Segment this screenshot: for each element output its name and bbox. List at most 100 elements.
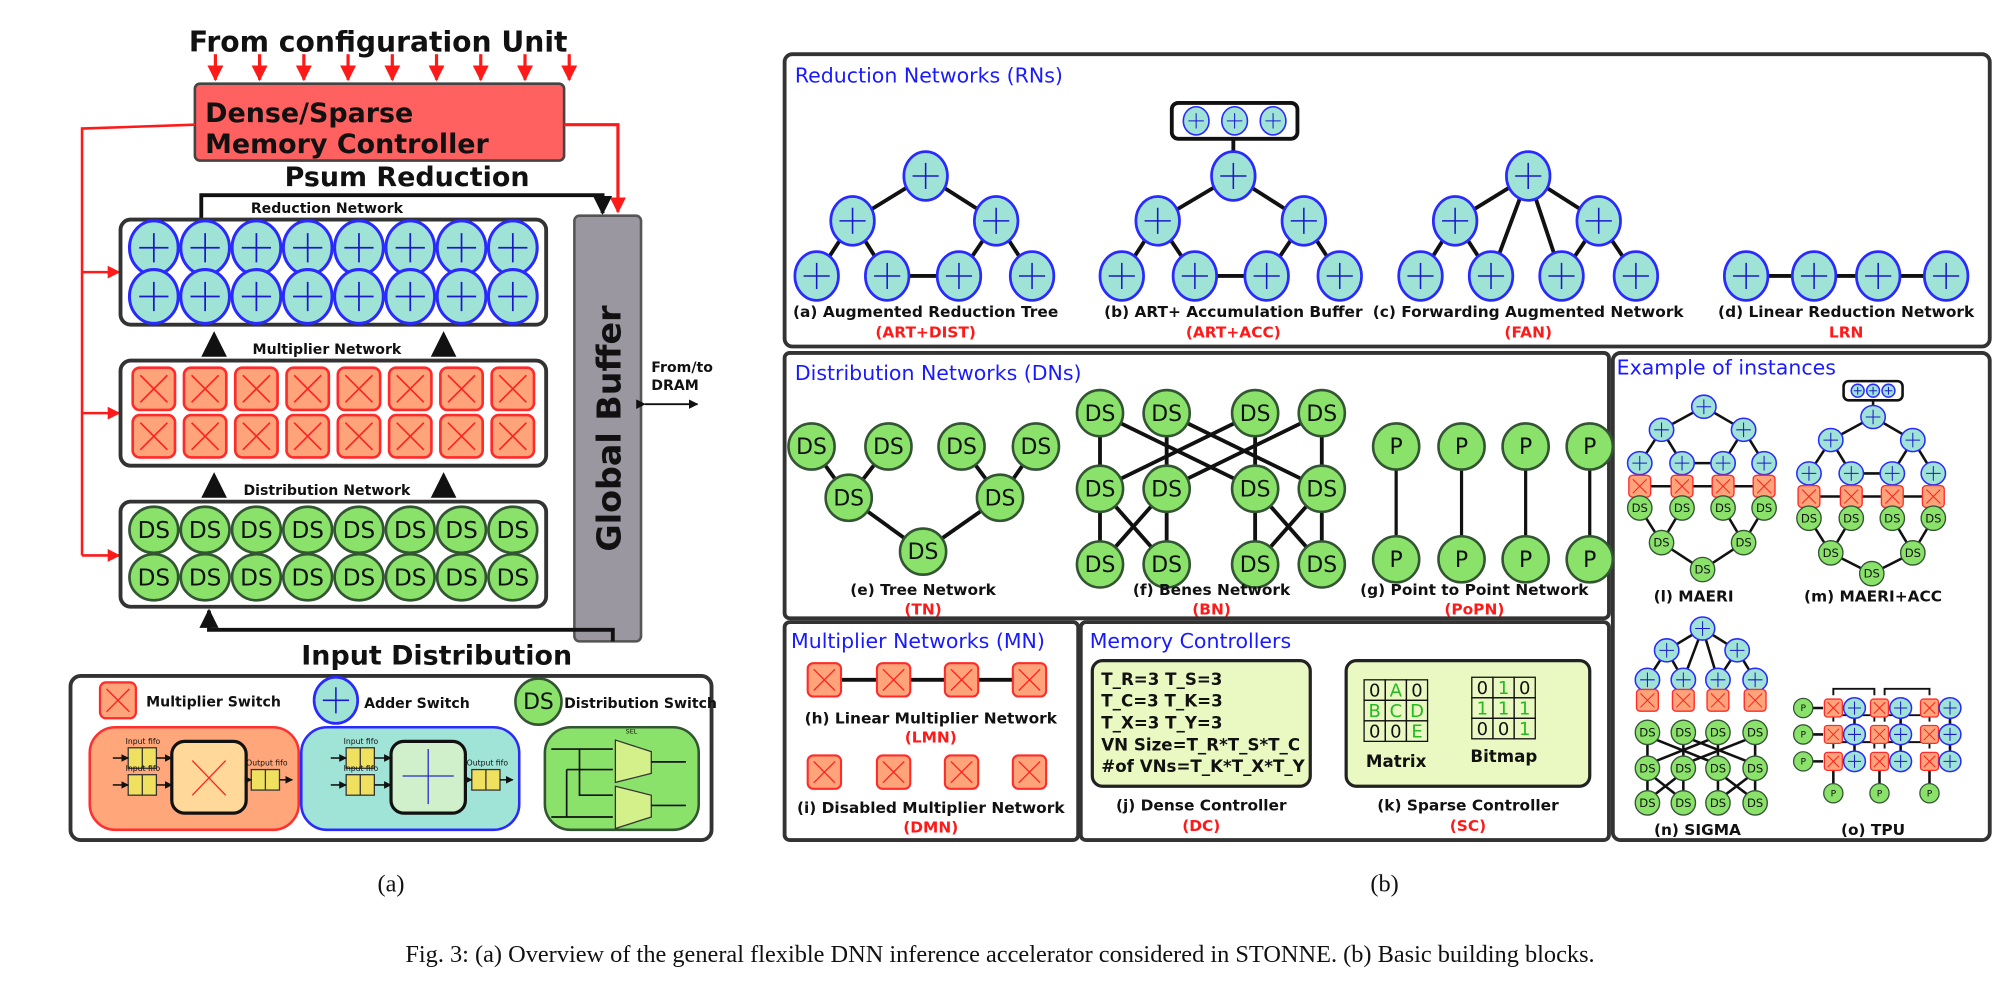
adder-switch-icon [1730, 417, 1757, 443]
cross-icon [1827, 701, 1840, 715]
accelerator-overview: From configuration Unit Dense/Sparse Mem… [68, 26, 717, 897]
ds-label: DS [873, 435, 904, 460]
plus-icon [1326, 262, 1353, 290]
plus-icon [139, 233, 169, 263]
multiplier-switch-icon [1670, 474, 1694, 498]
ds-circle [1437, 534, 1486, 584]
plus-icon [1659, 643, 1674, 658]
distribution-switch-icon: P [1869, 783, 1890, 804]
ds-label: DS [1735, 536, 1751, 550]
ds-circle [1634, 719, 1661, 746]
plus-icon [1226, 113, 1243, 129]
plus-icon [1622, 262, 1649, 290]
distribution-switch-icon: DS [1670, 790, 1697, 816]
plus-icon [344, 233, 374, 263]
matrix-value: C [1390, 701, 1403, 722]
multiplier-switch-icon [285, 366, 331, 412]
distribution-switch-icon: P [1437, 534, 1486, 584]
distribution-switch-icon: DS [1634, 719, 1661, 746]
adder-switch-icon [1855, 250, 1902, 302]
ds-circle [1899, 540, 1926, 566]
plus-icon [1715, 455, 1731, 471]
cross-icon [1925, 489, 1941, 504]
adder-switch-icon [1920, 461, 1947, 486]
ds-circle [1437, 422, 1486, 471]
adder-switch-icon [1881, 383, 1896, 398]
distribution-switch-icon: P [1501, 422, 1551, 471]
distribution-switch-icon: DS [1742, 790, 1768, 816]
ds-circle [937, 422, 986, 471]
mux-bottom [614, 785, 652, 830]
distribution-switch-icon: DS [1648, 529, 1675, 556]
distribution-switch-icon: DS [1297, 388, 1347, 438]
distribution-switch-icon: DS [787, 422, 836, 471]
plus-icon [1905, 432, 1921, 448]
distribution-switch-icon: DS [1705, 719, 1731, 746]
plus-icon [1407, 262, 1434, 290]
ds-circle [1297, 388, 1347, 438]
distribution-switch-icon: DS [975, 473, 1025, 523]
rn-b-label: (b) ART+ Accumulation Buffer [1104, 303, 1363, 321]
ds-label: DS [445, 518, 478, 544]
connection-line [1682, 735, 1756, 766]
ds-circle [1230, 388, 1280, 438]
multiplier-switch-icon [233, 413, 279, 459]
mn-title: Multiplier Networks (MN) [791, 629, 1045, 653]
cross-icon [191, 422, 220, 451]
ds-label: P [1390, 435, 1403, 460]
distribution-switch-icon: DS [1670, 719, 1697, 746]
plus-icon [498, 233, 528, 263]
ds-label: DS [1675, 761, 1691, 775]
distribution-switch-icon: DS [1751, 495, 1777, 521]
dn-f-abbr: (BN) [1192, 600, 1231, 618]
distribution-switch-icon: DS [333, 505, 385, 555]
ds-label: DS [1240, 553, 1271, 578]
distribution-switch-icon: DS [1230, 464, 1280, 514]
adder-switch-icon [1690, 394, 1717, 420]
ds-circle [1371, 534, 1421, 584]
distribution-switch-icon: P [1501, 534, 1551, 584]
distribution-switch-icon: DS [1796, 505, 1822, 532]
distribution-switch-icon: DS [1075, 464, 1125, 514]
ds-label: P [1519, 548, 1532, 573]
adder-switch-icon [486, 268, 539, 325]
adder-switch-icon [127, 219, 180, 277]
instance-n-label: (n) SIGMA [1654, 821, 1741, 839]
ds-circle [1792, 751, 1814, 772]
distribution-switch-icon: P [1823, 783, 1844, 804]
plus-icon [322, 687, 349, 714]
cross-icon [498, 422, 527, 451]
matrix-value: D [1410, 701, 1424, 722]
adder-switch-icon [1860, 404, 1887, 430]
cross-icon [1632, 478, 1648, 494]
ds-label: DS [1151, 477, 1182, 502]
adder-switch-icon [829, 195, 876, 247]
dense-param-line: VN Size=T_R*T_S*T_C [1101, 735, 1300, 754]
ds-label: DS [189, 565, 221, 591]
memory-controller-box [193, 82, 566, 162]
plus-icon [1548, 262, 1575, 290]
ds-label: DS [138, 565, 171, 591]
plus-icon [293, 281, 323, 312]
ds-circle [1501, 534, 1551, 584]
bitmap-value: 1 [1498, 678, 1509, 699]
plus-icon [139, 281, 169, 312]
dn-f-label: (f) Benes Network [1133, 581, 1291, 599]
adder-switch-icon [902, 150, 949, 202]
plus-icon [1654, 422, 1669, 438]
ds-label: DS [1306, 402, 1337, 427]
multiplier-switch-icon [1919, 751, 1940, 771]
cross-icon [498, 374, 527, 403]
cross-icon [1801, 489, 1817, 504]
adder-switch-icon [1220, 105, 1249, 136]
cross-icon [1640, 692, 1655, 708]
adder-switch-icon [1710, 450, 1737, 476]
ds-circle [787, 422, 836, 471]
ds-label: P [1390, 548, 1403, 573]
cross-icon [882, 761, 905, 784]
distribution-switch-icon: P [1437, 422, 1486, 471]
rn-c-label: (c) Forwarding Augmented Network [1373, 303, 1685, 321]
ds-circle [1742, 719, 1768, 746]
distribution-switch-icon: P [1371, 534, 1421, 584]
